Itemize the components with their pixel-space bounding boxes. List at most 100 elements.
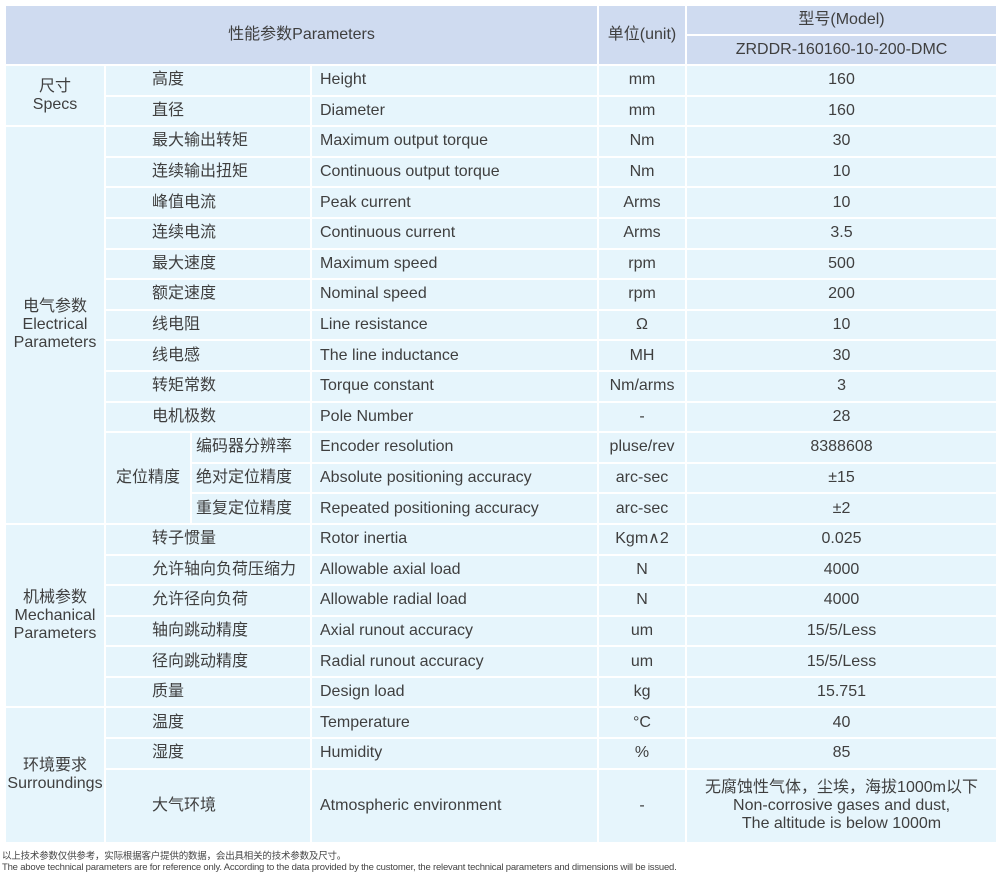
param-unit: °C (597, 706, 688, 740)
group-label-line: Parameters (13, 624, 97, 642)
table-row: 轴向跳动精度 Axial runout accuracy um 15/5/Less (5, 614, 999, 648)
param-en: Temperature (309, 706, 600, 740)
param-cn: 最大输出转矩 (104, 125, 312, 158)
param-unit: Ω (597, 308, 688, 342)
header-unit: 单位(unit) (597, 4, 688, 66)
param-value: 15/5/Less (685, 614, 999, 648)
param-value: ±2 (685, 492, 999, 525)
param-en: Line resistance (309, 308, 600, 342)
group-label-line: Specs (32, 95, 78, 113)
param-unit: Arms (597, 216, 688, 250)
param-en: Radial runout accuracy (309, 645, 600, 678)
note-cn: 以上技术参数仅供参考，实际根据客户提供的数据，会出具相关的技术参数及尺寸。 (2, 851, 347, 862)
param-cn: 温度 (104, 706, 312, 740)
table-row: 允许径向负荷 Allowable radial load N 4000 (5, 584, 999, 617)
group-surroundings: 环境要求 Surroundings (4, 706, 106, 844)
param-unit: arc-sec (597, 461, 688, 495)
table-row: 直径 Diameter mm 160 (5, 94, 999, 128)
param-value: ±15 (685, 461, 999, 495)
param-unit: N (597, 584, 688, 617)
group-label-line: 环境要求 (22, 757, 87, 775)
param-en: Continuous output torque (309, 155, 600, 189)
param-cn: 连续电流 (104, 216, 312, 250)
param-cn: 绝对定位精度 (190, 461, 312, 495)
param-value: 3 (685, 369, 999, 403)
param-unit: - (597, 400, 688, 434)
param-cn: 线电阻 (104, 308, 312, 342)
param-value: 15.751 (685, 675, 999, 709)
table-row: 质量 Design load kg 15.751 (5, 675, 999, 709)
param-value: 无腐蚀性气体，尘埃，海拔1000m以下 Non-corrosive gases a… (685, 767, 999, 844)
param-cn: 允许轴向负荷压缩力 (104, 553, 312, 587)
param-value: 3.5 (685, 216, 999, 250)
param-en: Continuous current (309, 216, 600, 250)
param-value: 4000 (685, 584, 999, 617)
table-row: 峰值电流 Peak current Arms 10 (5, 186, 999, 219)
param-en: Allowable radial load (309, 584, 600, 617)
table-row: 机械参数 Mechanical Parameters 转子惯量 Rotor inerti… (4, 522, 999, 709)
note-en: The above technical parameters are for r… (2, 862, 677, 873)
param-value: 10 (685, 186, 999, 219)
param-cn: 径向跳动精度 (104, 645, 312, 678)
table-row: 线电感 The line inductance MH 30 (5, 339, 999, 372)
group-electrical: 电气参数 Electrical Parameters (4, 125, 106, 525)
table-row: 环境要求 Surroundings 温度 Temperature °C 40 (4, 706, 999, 844)
param-unit: kg (597, 675, 688, 709)
param-value: 160 (685, 64, 999, 97)
param-en: Rotor inertia (309, 522, 600, 556)
param-cn: 连续输出扭矩 (104, 155, 312, 189)
param-en: Allowable axial load (309, 553, 600, 587)
param-cn: 电机极数 (104, 400, 312, 434)
param-unit: um (597, 614, 688, 648)
param-value: 4000 (685, 553, 999, 587)
param-en: Pole Number (309, 400, 600, 434)
param-value: 500 (685, 247, 999, 281)
param-value: 0.025 (685, 522, 999, 556)
param-cn: 直径 (104, 94, 312, 128)
param-unit: Arms (597, 186, 688, 219)
group-label-line: 机械参数 (22, 588, 87, 606)
param-cn: 湿度 (104, 737, 312, 770)
param-cn: 编码器分辨率 (190, 431, 312, 464)
table-row: 电气参数 Electrical Parameters 最大输出转矩 Maximum ou… (4, 125, 999, 525)
param-unit: mm (597, 64, 688, 97)
table-row: 线电阻 Line resistance Ω 10 (5, 308, 999, 342)
param-value: 8388608 (685, 431, 999, 464)
param-cn: 峰值电流 (104, 186, 312, 219)
header-model-label: 型号(Model) (685, 4, 999, 36)
table-row: 径向跳动精度 Radial runout accuracy um 15/5/Less (5, 645, 999, 678)
table-row: 允许轴向负荷压缩力 Allowable axial load N 4000 (5, 553, 999, 587)
param-cn: 大气环境 (104, 767, 312, 844)
param-cn: 最大速度 (104, 247, 312, 281)
param-cn: 重复定位精度 (190, 492, 312, 525)
param-en: Atmospheric environment (309, 767, 600, 844)
param-en: Humidity (309, 737, 600, 770)
group-mechanical: 机械参数 Mechanical Parameters (4, 522, 106, 709)
param-unit: Nm (597, 155, 688, 189)
param-unit: Nm (597, 125, 688, 158)
group-specs: 尺寸 Specs (4, 63, 106, 128)
param-en: Torque constant (309, 369, 600, 403)
param-cn: 线电感 (104, 339, 312, 372)
param-en: Maximum output torque (309, 125, 600, 158)
table-row: 定位精度 编码器分辨率 Encoder resolution pluse/rev 838… (5, 431, 999, 525)
param-unit: rpm (597, 278, 688, 311)
param-value: 10 (685, 308, 999, 342)
param-value: 200 (685, 278, 999, 311)
param-unit: rpm (597, 247, 688, 281)
param-en: Axial runout accuracy (309, 614, 600, 648)
table-row: 额定速度 Nominal speed rpm 200 (5, 278, 999, 311)
value-line: Non-corrosive gases and dust, (733, 796, 951, 814)
table-row: 湿度 Humidity% 85 (5, 737, 999, 770)
param-en: Absolute positioning accuracy (309, 461, 600, 495)
group-label-line: 尺寸 (38, 77, 71, 95)
param-unit: % (597, 737, 688, 770)
param-value: 160 (685, 94, 999, 128)
param-en: Nominal speed (309, 278, 600, 311)
param-en: Maximum speed (309, 247, 600, 281)
param-unit: um (597, 645, 688, 678)
param-cn: 额定速度 (104, 278, 312, 311)
header-model: ZRDDR-160160-10-200-DMC (685, 34, 999, 66)
param-en: Design load (309, 675, 600, 709)
param-cn: 允许径向负荷 (104, 584, 312, 617)
